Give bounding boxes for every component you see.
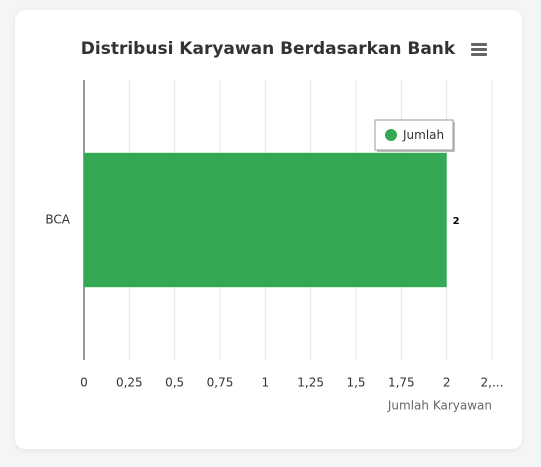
data-label: 2 (453, 216, 460, 227)
x-tick-label: 0 (80, 376, 88, 390)
x-axis-title: Jumlah Karyawan (387, 399, 492, 413)
x-tick-label: 2,... (481, 376, 504, 390)
x-tick-label: 2 (443, 376, 451, 390)
x-tick-label: 0,75 (207, 376, 234, 390)
legend: Jumlah (374, 119, 455, 152)
menu-button[interactable] (466, 38, 492, 60)
x-tick-label: 1,25 (297, 376, 324, 390)
x-tick-label: 1,5 (346, 376, 365, 390)
x-tick-label: 0,5 (165, 376, 184, 390)
bar (84, 152, 447, 288)
x-tick-label: 1 (262, 376, 270, 390)
menu-line (471, 43, 487, 46)
y-tick-label: BCA (45, 213, 70, 227)
legend-marker (385, 129, 397, 141)
chart-title: Distribusi Karyawan Berdasarkan Bank (81, 39, 456, 59)
legend-label: Jumlah (402, 128, 444, 142)
menu-line (471, 53, 487, 56)
menu-line (471, 48, 487, 51)
x-tick-label: 1,75 (388, 376, 415, 390)
x-tick-label: 0,25 (116, 376, 143, 390)
